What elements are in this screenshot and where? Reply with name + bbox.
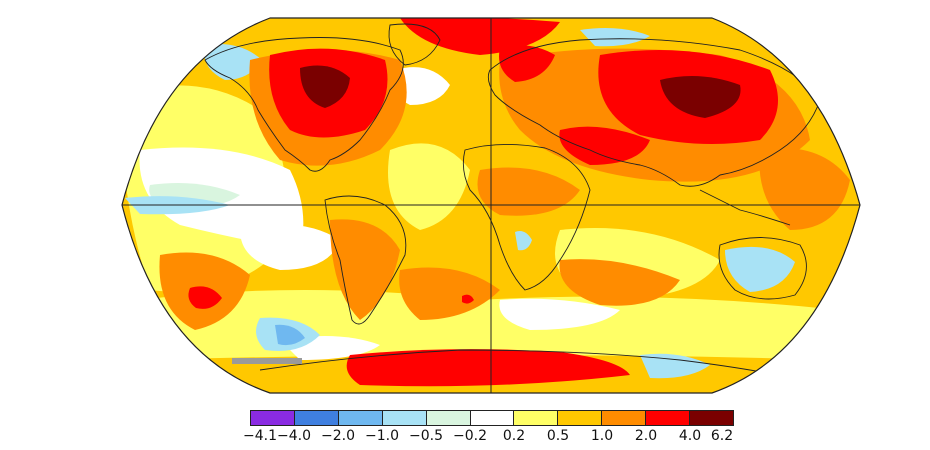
coast-north-america — [204, 37, 404, 172]
anomaly-zone-orange-south-atlantic — [399, 267, 500, 320]
legend-swatch — [294, 411, 339, 425]
legend-swatch — [514, 411, 559, 425]
legend-swatch — [470, 411, 515, 425]
anomaly-zone-orange-west-pacific — [759, 148, 850, 230]
anomaly-zone-light-blue-australia — [725, 246, 795, 292]
globe-outline — [121, 17, 861, 394]
legend-tick-label: −0.2 — [453, 428, 487, 444]
coast-africa — [462, 144, 591, 291]
legend-swatch — [338, 411, 383, 425]
legend-tick-label: −4.1 — [243, 428, 277, 444]
coast-southeast-asia — [699, 189, 791, 226]
legend-tick-label: 4.0 — [678, 428, 702, 444]
legend-swatch — [602, 411, 647, 425]
legend-swatch — [426, 411, 471, 425]
temperature-anomaly-map — [121, 17, 861, 394]
legend-tick-label: −1.0 — [365, 428, 399, 444]
anomaly-zone-light-blue-antarctic — [640, 353, 710, 379]
anomaly-zone-orange-north-africa — [477, 167, 580, 216]
anomaly-zone-light-yellow-atlantic — [388, 143, 470, 230]
legend-swatch — [690, 411, 733, 425]
legend-swatch — [558, 411, 603, 425]
anomaly-zone-light-blue-africa — [515, 231, 532, 251]
coast-antarctica — [259, 349, 801, 381]
anomaly-zone-light-blue-arctic — [580, 28, 650, 47]
legend-tick-label: 1.0 — [590, 428, 614, 444]
legend-tick-label: 0.5 — [546, 428, 570, 444]
color-scale-labels: −4.1 −4.0 −2.0 −1.0 −0.5 −0.2 0.2 0.5 1.0 2.0 4.0 6… — [243, 428, 734, 448]
legend-tick-label: −4.0 — [277, 428, 311, 444]
legend-tick-label: 0.2 — [502, 428, 526, 444]
anomaly-zone-red-south-pacific — [188, 286, 222, 309]
legend-tick-label: −2.0 — [321, 428, 355, 444]
missing-data-strip — [232, 358, 302, 364]
anomaly-zone-orange-south-indian — [559, 259, 680, 306]
legend-swatch — [382, 411, 427, 425]
legend-swatch — [646, 411, 691, 425]
legend-tick-label: 6.2 — [710, 428, 734, 444]
legend-swatch — [251, 411, 295, 425]
coast-australia — [718, 237, 807, 300]
anomaly-zone-blue-south-pacific — [275, 324, 305, 346]
anomaly-zone-red-middle-east — [559, 126, 650, 165]
legend-tick-label: 2.0 — [634, 428, 658, 444]
anomaly-zone-dark-red-siberia — [660, 76, 741, 118]
anomaly-zone-red-south-atlantic-spot — [462, 294, 474, 304]
anomaly-zone-red-scandinavia — [499, 45, 555, 82]
anomaly-zone-white-southern-ocean — [499, 298, 620, 330]
anomaly-zone-dark-red-canada — [300, 65, 350, 108]
coast-europe-asia — [487, 38, 821, 187]
coast-greenland — [388, 23, 441, 66]
anomaly-zone-white-south-pacific — [240, 224, 340, 270]
anomaly-zone-red-antarctica — [346, 349, 630, 387]
color-scale-bar — [250, 410, 734, 426]
legend-tick-label: −0.5 — [409, 428, 443, 444]
anomaly-zone-white-north-atlantic — [394, 67, 450, 105]
